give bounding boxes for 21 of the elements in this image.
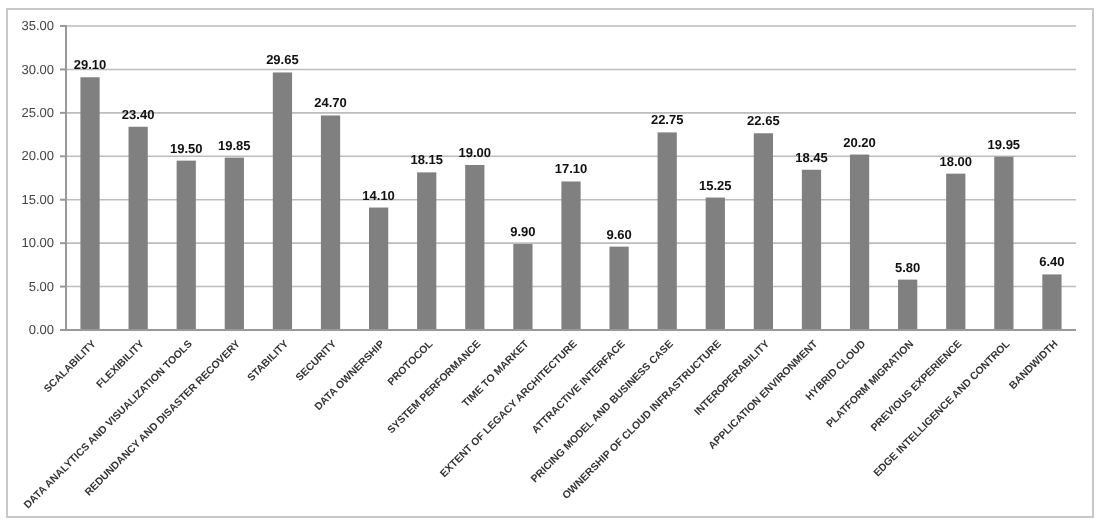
bar <box>898 279 918 330</box>
bar <box>465 164 485 330</box>
bar <box>320 115 341 330</box>
bar <box>1042 274 1062 330</box>
bar <box>705 197 725 330</box>
bar <box>801 169 822 330</box>
bar <box>753 133 773 330</box>
bar <box>224 157 244 330</box>
bar <box>272 72 293 330</box>
bar <box>513 244 533 330</box>
bar <box>561 181 581 330</box>
bar <box>657 132 677 330</box>
bar <box>369 207 389 330</box>
bar <box>609 246 629 330</box>
bar <box>176 160 196 330</box>
bar <box>80 77 100 330</box>
bar <box>128 126 148 330</box>
bar <box>849 154 870 330</box>
bar <box>994 156 1014 330</box>
bar <box>417 172 437 330</box>
bar <box>946 173 966 330</box>
